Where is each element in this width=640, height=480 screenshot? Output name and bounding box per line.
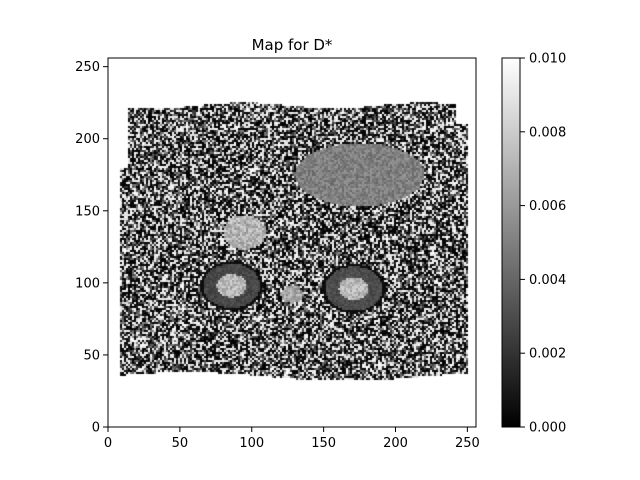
colorbar: 0.000 0.002 0.004 0.006 0.008 0.010 bbox=[501, 52, 566, 436]
colorbar-tick-label: 0.004 bbox=[529, 273, 566, 288]
y-tick-label: 200 bbox=[75, 132, 100, 147]
x-axis: 0 50 100 150 200 250 bbox=[104, 427, 480, 451]
colorbar-frame bbox=[501, 57, 521, 428]
x-tick-label: 100 bbox=[239, 436, 264, 451]
colorbar-tick-label: 0.010 bbox=[529, 52, 566, 67]
y-tick-label: 150 bbox=[75, 204, 100, 219]
y-axis: 0 50 100 150 200 250 bbox=[75, 60, 108, 436]
x-tick-label: 150 bbox=[311, 436, 336, 451]
y-tick-label: 50 bbox=[83, 348, 100, 363]
colorbar-tick-label: 0.008 bbox=[529, 125, 566, 140]
plot-area: 0 50 100 150 200 250 0 50 100 150 200 250 bbox=[75, 57, 480, 451]
x-tick-label: 50 bbox=[172, 436, 189, 451]
colorbar-tick-label: 0.000 bbox=[529, 421, 566, 436]
colorbar-gradient bbox=[502, 58, 520, 427]
x-tick-label: 0 bbox=[104, 436, 112, 451]
y-tick-label: 250 bbox=[75, 60, 100, 75]
colorbar-tick-label: 0.002 bbox=[529, 347, 566, 362]
y-tick-label: 100 bbox=[75, 276, 100, 291]
heatmap-raster bbox=[108, 58, 476, 427]
colorbar-ticks: 0.000 0.002 0.004 0.006 0.008 0.010 bbox=[520, 52, 566, 436]
y-tick-label: 0 bbox=[92, 421, 100, 436]
x-tick-label: 200 bbox=[383, 436, 408, 451]
x-tick-label: 250 bbox=[455, 436, 480, 451]
colorbar-tick-label: 0.006 bbox=[529, 199, 566, 214]
plot-frame bbox=[107, 57, 477, 428]
chart-title: Map for D* bbox=[252, 36, 333, 54]
heatmap-image bbox=[108, 58, 476, 427]
